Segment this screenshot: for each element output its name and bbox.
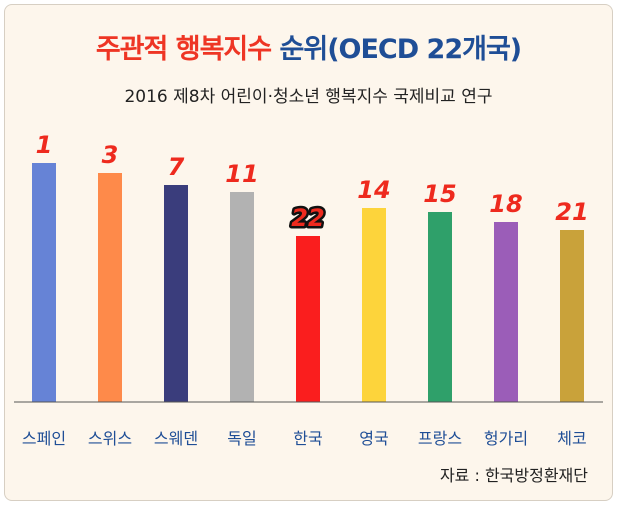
- data-label-2: 7: [168, 153, 185, 181]
- bar-2: [164, 185, 188, 402]
- bar-0: [32, 163, 56, 402]
- source-note: 자료 : 한국방정환재단: [439, 466, 588, 485]
- bar-1: [98, 173, 122, 402]
- bar-4: [296, 236, 320, 402]
- data-label-7: 18: [489, 190, 522, 218]
- data-label-0: 1: [36, 131, 53, 159]
- chart-subtitle: 2016 제8차 어린이·청소년 행복지수 국제비교 연구: [124, 87, 493, 107]
- category-label-0: 스페인: [22, 429, 66, 448]
- chart-title: 주관적 행복지수 순위(OECD 22개국): [95, 34, 522, 65]
- data-label-3: 11: [225, 160, 258, 188]
- category-label-8: 체코: [557, 429, 586, 448]
- bar-6: [428, 212, 452, 402]
- bar-8: [560, 230, 584, 402]
- bar-3: [230, 192, 254, 402]
- category-label-7: 헝가리: [484, 429, 528, 448]
- category-label-1: 스위스: [88, 429, 132, 448]
- data-label-6: 15: [423, 180, 456, 208]
- bar-5: [362, 208, 386, 402]
- category-label-3: 독일: [227, 429, 256, 448]
- category-label-4: 한국: [293, 429, 322, 448]
- category-label-2: 스웨덴: [154, 429, 198, 448]
- data-label-4: 22: [291, 204, 324, 232]
- bar-7: [494, 222, 518, 402]
- data-label-8: 21: [555, 198, 588, 226]
- data-label-1: 3: [102, 141, 119, 169]
- category-label-5: 영국: [359, 429, 388, 448]
- data-label-5: 14: [357, 176, 390, 204]
- category-label-6: 프랑스: [418, 429, 462, 448]
